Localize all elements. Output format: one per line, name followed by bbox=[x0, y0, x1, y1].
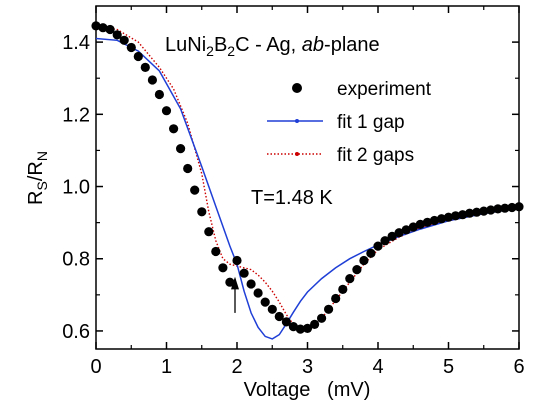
experiment-point bbox=[190, 185, 200, 195]
arrow-marker bbox=[231, 276, 239, 313]
experiment-point bbox=[126, 42, 136, 53]
legend-marker-experiment bbox=[292, 83, 302, 93]
chart-marks bbox=[91, 21, 524, 340]
experiment-point bbox=[486, 205, 496, 215]
experiment-point bbox=[133, 51, 143, 62]
experiment-point bbox=[232, 255, 242, 266]
experiment-point bbox=[169, 124, 179, 134]
experiment-point bbox=[422, 217, 432, 227]
experiment-point bbox=[493, 204, 503, 214]
experiment-point bbox=[465, 208, 475, 218]
experiment-point bbox=[310, 319, 320, 329]
y-tick-label: 1.2 bbox=[62, 104, 90, 126]
experiment-point bbox=[246, 279, 256, 289]
legend-dot-fit2 bbox=[295, 152, 299, 156]
experiment-point bbox=[394, 228, 404, 238]
plot-frame bbox=[95, 5, 520, 350]
experiment-point bbox=[345, 274, 355, 284]
experiment-point bbox=[302, 323, 313, 333]
legend-label-fit2: fit 2 gaps bbox=[337, 145, 414, 166]
experiment-point bbox=[218, 263, 228, 273]
experiment-point bbox=[514, 202, 524, 212]
experiment-point bbox=[366, 248, 376, 258]
experiment-point bbox=[253, 288, 263, 298]
series-fit-2-gaps bbox=[95, 25, 520, 330]
x-tick-label: 4 bbox=[372, 356, 383, 378]
experiment-point bbox=[359, 255, 369, 266]
experiment-point bbox=[176, 144, 186, 154]
experiment-point bbox=[260, 297, 270, 307]
x-axis-label: Voltage (mV) bbox=[244, 379, 371, 401]
experiment-point bbox=[331, 293, 341, 304]
y-tick-label: 0.6 bbox=[62, 321, 90, 343]
experiment-point bbox=[91, 21, 101, 31]
experiment-point bbox=[415, 219, 425, 229]
experiment-point bbox=[443, 212, 454, 222]
legend-label-experiment: experiment bbox=[337, 79, 432, 100]
temperature-label: T=1.48 K bbox=[251, 187, 333, 209]
experiment-point bbox=[387, 231, 397, 241]
experiment-point bbox=[288, 322, 298, 332]
experiment-point bbox=[458, 210, 468, 220]
experiment-point bbox=[352, 265, 362, 275]
experiment-point bbox=[204, 227, 214, 237]
experiment-point bbox=[500, 203, 510, 213]
experiment-point bbox=[119, 35, 129, 45]
experiment-point bbox=[507, 202, 517, 213]
experiment-point bbox=[380, 236, 390, 246]
experiment-point bbox=[197, 207, 207, 217]
y-tick-label: 1.0 bbox=[62, 177, 90, 199]
legend: experiment fit 1 gap fit 2 gaps bbox=[267, 79, 432, 166]
experiment-point bbox=[295, 324, 305, 334]
experiment-point bbox=[98, 23, 108, 33]
experiment-point bbox=[154, 89, 164, 100]
y-tick-label: 1.4 bbox=[62, 32, 90, 54]
experiment-point bbox=[472, 207, 482, 217]
arrow-head bbox=[231, 276, 239, 290]
experiment-point bbox=[317, 313, 327, 323]
experiment-point bbox=[436, 214, 447, 224]
experiment-point bbox=[225, 277, 235, 287]
x-tick-label: 3 bbox=[302, 356, 313, 378]
x-tick-label: 6 bbox=[513, 356, 524, 378]
experiment-point bbox=[239, 268, 249, 278]
x-tick-label: 1 bbox=[161, 356, 172, 378]
x-tick-label: 2 bbox=[231, 356, 242, 378]
axis-ticks: 0 1 2 3 4 5 6 0.6 0.8 1.0 1.2 1.4 bbox=[62, 6, 525, 378]
experiment-point bbox=[429, 215, 439, 226]
experiment-point bbox=[274, 311, 284, 322]
experiment-point bbox=[105, 24, 115, 35]
experiment-point bbox=[479, 206, 489, 216]
experiment-point bbox=[267, 304, 277, 314]
x-tick-label: 0 bbox=[90, 356, 101, 378]
experiment-point bbox=[147, 75, 157, 85]
experiment-point bbox=[401, 225, 411, 235]
experiment-point bbox=[324, 304, 334, 314]
experiment-point bbox=[112, 30, 122, 40]
legend-label-fit1: fit 1 gap bbox=[337, 112, 405, 133]
experiment-point bbox=[451, 211, 461, 221]
sample-label: LuNi2B2C - Ag, ab-plane bbox=[165, 34, 380, 59]
experiment-point bbox=[281, 317, 291, 327]
legend-dot-fit1 bbox=[295, 119, 299, 123]
experiment-point bbox=[140, 62, 150, 72]
experiment-point bbox=[373, 241, 383, 251]
experiment-point bbox=[408, 222, 418, 232]
experiment-point bbox=[183, 163, 193, 174]
experiment-point bbox=[211, 246, 221, 257]
x-tick-label: 5 bbox=[443, 356, 454, 378]
y-tick-label: 0.8 bbox=[62, 249, 90, 271]
experiment-point bbox=[338, 284, 348, 294]
experiment-point bbox=[161, 106, 172, 116]
y-axis-label: RS/RN bbox=[25, 151, 50, 205]
